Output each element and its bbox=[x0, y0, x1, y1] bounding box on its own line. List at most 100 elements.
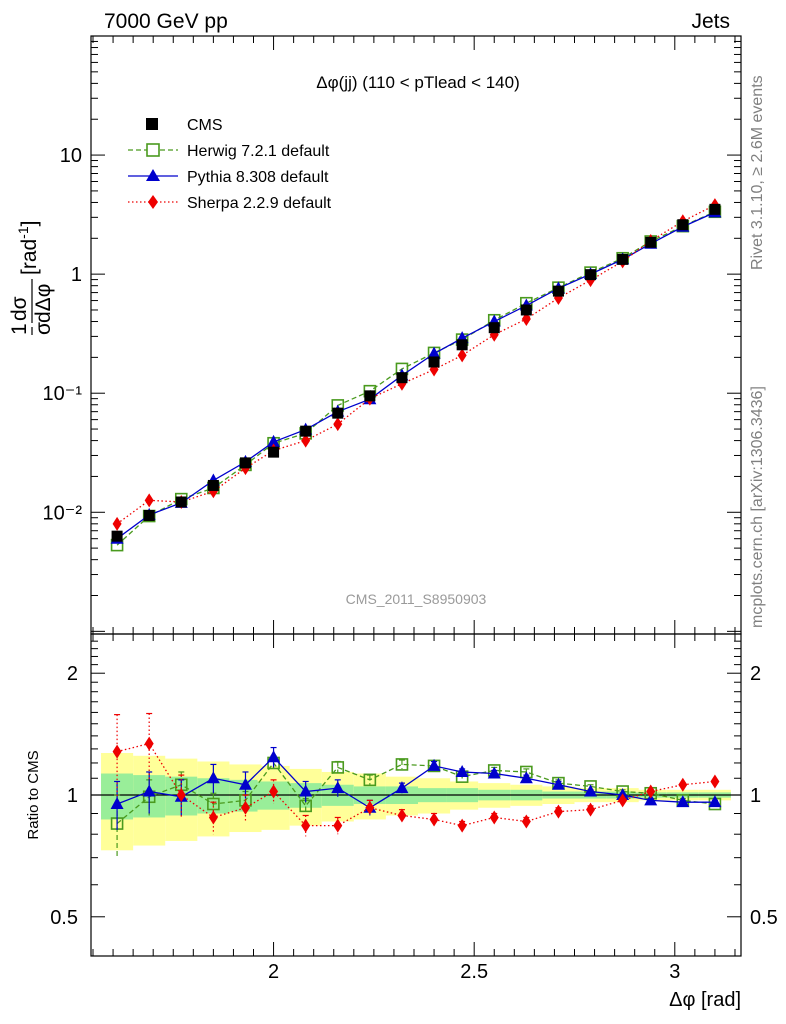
y-axis-label-ratio: Ratio to CMS bbox=[25, 750, 42, 839]
x-tick-label: 2.5 bbox=[460, 961, 488, 983]
ratio-point-sherpa bbox=[397, 808, 407, 823]
data-point-sherpa bbox=[144, 493, 154, 508]
data-point-cms bbox=[709, 203, 721, 215]
legend-marker-herwig bbox=[146, 143, 160, 157]
ratio-point-pythia bbox=[455, 764, 469, 777]
data-point-cms bbox=[143, 509, 155, 521]
ratio-point-pythia bbox=[487, 766, 501, 779]
y-tick-label-main: 10⁻¹ bbox=[43, 383, 83, 405]
ratio-point-sherpa bbox=[618, 793, 628, 808]
main-series bbox=[110, 198, 722, 552]
y-tick-label-main: 10⁻² bbox=[43, 502, 83, 524]
header-right: Jets bbox=[691, 10, 730, 33]
ratio-point-pythia bbox=[299, 784, 313, 797]
ratio-point-pythia bbox=[238, 777, 252, 790]
legend-label-pythia: Pythia 8.308 default bbox=[187, 169, 329, 186]
legend-marker-pythia bbox=[146, 169, 160, 181]
ratio-point-pythia bbox=[427, 758, 441, 771]
ratio-point-pythia bbox=[708, 795, 722, 808]
data-point-cms bbox=[677, 219, 689, 231]
data-point-cms bbox=[520, 304, 532, 316]
legend-item-pythia: Pythia 8.308 default bbox=[128, 169, 329, 186]
data-point-cms bbox=[428, 356, 440, 368]
ratio-point-sherpa bbox=[678, 777, 688, 792]
legend: CMS Herwig 7.2.1 default Pythia 8.308 de… bbox=[128, 117, 332, 212]
data-point-cms bbox=[552, 285, 564, 297]
ratio-line-pythia bbox=[116, 756, 715, 809]
ratio-point-sherpa bbox=[269, 784, 279, 799]
data-point-cms bbox=[332, 407, 344, 419]
ratio-point-pythia bbox=[110, 797, 124, 810]
ratio-point-sherpa bbox=[112, 744, 122, 759]
data-point-cms bbox=[239, 457, 251, 469]
ratio-point-herwig bbox=[363, 773, 377, 787]
ratio-point-pythia bbox=[142, 784, 156, 797]
ratio-point-sherpa bbox=[646, 784, 656, 799]
y-tick-label-ratio: 2 bbox=[67, 663, 78, 685]
data-point-sherpa bbox=[112, 516, 122, 531]
ratio-point-pythia bbox=[644, 793, 658, 806]
data-point-cms bbox=[585, 269, 597, 281]
legend-item-sherpa: Sherpa 2.2.9 default bbox=[128, 195, 332, 212]
data-point-cms bbox=[268, 446, 280, 458]
legend-label-sherpa: Sherpa 2.2.9 default bbox=[187, 195, 332, 212]
ratio-point-sherpa bbox=[521, 814, 531, 829]
ratio-point-pythia bbox=[551, 777, 565, 790]
main-plot-panel: 10⁻² 10⁻¹ 1 10 2 2.5 3 Δφ(jj) (110 < pTlead < … bbox=[8, 35, 742, 983]
ratio-point-sherpa bbox=[710, 774, 720, 789]
legend-label-cms: CMS bbox=[187, 117, 223, 134]
y-tick-label-main: 1 bbox=[71, 264, 82, 286]
ratio-point-herwig bbox=[207, 797, 220, 811]
data-point-cms bbox=[111, 530, 123, 542]
ratio-plot-panel: 0.5 0.5 1 1 2 2 Ratio to CMS Δφ [rad] bbox=[25, 633, 778, 1011]
data-point-cms bbox=[207, 479, 219, 491]
ratio-point-pythia bbox=[519, 771, 533, 784]
ratio-point-sherpa bbox=[586, 802, 596, 817]
y-tick-label-main: 10 bbox=[60, 145, 82, 167]
ratio-point-sherpa bbox=[208, 810, 218, 825]
data-point-sherpa bbox=[333, 417, 343, 432]
legend-marker-sherpa bbox=[148, 195, 158, 209]
ratio-point-sherpa bbox=[333, 818, 343, 833]
data-point-cms bbox=[456, 339, 468, 351]
ratio-point-herwig bbox=[331, 761, 345, 774]
data-point-pythia bbox=[427, 346, 441, 359]
data-point-cms bbox=[488, 322, 500, 334]
ratio-point-sherpa bbox=[429, 812, 439, 827]
main-ticks: 10⁻² 10⁻¹ 1 10 2 2.5 3 bbox=[43, 36, 741, 983]
data-point-sherpa bbox=[457, 348, 467, 363]
ratio-point-sherpa bbox=[457, 818, 467, 833]
y-tick-label-ratio: 0.5 bbox=[50, 907, 78, 929]
x-tick-label: 2 bbox=[268, 961, 279, 983]
ratio-point-sherpa bbox=[240, 800, 250, 815]
ratio-point-pythia bbox=[584, 784, 598, 797]
ratio-point-herwig bbox=[395, 758, 409, 771]
ratio-point-sherpa bbox=[144, 736, 154, 751]
watermark: CMS_2011_S8950903 bbox=[346, 591, 487, 607]
ratio-point-sherpa bbox=[489, 810, 499, 825]
x-axis-label: Δφ [rad] bbox=[669, 989, 741, 1011]
chart-title: Δφ(jj) (110 < pTlead < 140) bbox=[316, 73, 520, 92]
y-tick-label-ratio-right: 2 bbox=[750, 663, 761, 685]
ratio-point-pythia bbox=[267, 750, 281, 763]
mcplots-label: mcplots.cern.ch [arXiv:1306.3436] bbox=[749, 386, 766, 628]
data-point-cms bbox=[300, 425, 312, 437]
rivet-label: Rivet 3.1.10, ≥ 2.6M events bbox=[749, 75, 766, 270]
ratio-point-pythia bbox=[395, 781, 409, 794]
y-axis-label-main: 1dσ σdΔφ [rad-1] bbox=[8, 221, 55, 335]
ratio-point-sherpa bbox=[301, 818, 311, 833]
legend-item-cms: CMS bbox=[146, 117, 223, 134]
y-tick-label-ratio-right: 0.5 bbox=[750, 907, 778, 929]
ratio-point-sherpa bbox=[176, 788, 186, 802]
data-point-cms bbox=[645, 236, 657, 248]
legend-item-herwig: Herwig 7.2.1 default bbox=[128, 143, 330, 160]
ratio-point-pythia bbox=[206, 771, 220, 784]
data-point-cms bbox=[396, 372, 408, 384]
legend-marker-cms bbox=[146, 118, 158, 130]
ratio-point-pythia bbox=[676, 795, 690, 808]
ratio-point-sherpa bbox=[553, 804, 563, 819]
ratio-ticks: 0.5 0.5 1 1 2 2 bbox=[50, 633, 778, 957]
ratio-uncertainty-bands bbox=[101, 753, 731, 851]
ratio-series bbox=[110, 712, 722, 858]
